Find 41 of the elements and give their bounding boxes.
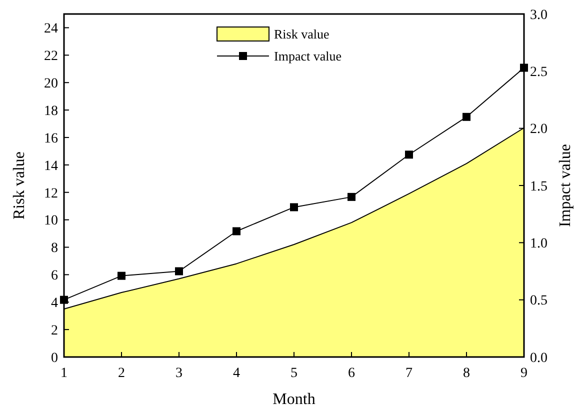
y2-tick-label: 2.0	[530, 122, 548, 138]
y-tick-label: 0	[51, 350, 58, 366]
y-tick-label: 22	[44, 49, 58, 64]
y-tick-label: 24	[44, 22, 58, 37]
x-tick-label: 7	[406, 366, 412, 381]
y2-tick-label: 3.0	[530, 8, 548, 23]
point	[348, 192, 356, 201]
x-tick-label: 8	[463, 366, 470, 381]
x-tick-label: 5	[290, 366, 298, 381]
y-tick-label: 6	[51, 268, 58, 284]
point	[405, 150, 413, 159]
y2-tick-label: 2.5	[530, 65, 548, 80]
y-tick-label: 2	[51, 323, 58, 338]
y-tick-label: 4	[51, 296, 58, 312]
point	[462, 112, 470, 121]
y2-tick-label: 0.0	[530, 350, 548, 366]
y-tick-label: 16	[44, 131, 58, 146]
x-tick-label: 3	[176, 366, 182, 381]
x-tick-label: 4	[233, 366, 240, 381]
x-tick-label: 1	[60, 366, 68, 381]
point	[118, 272, 126, 280]
y-tick-label: 18	[44, 104, 58, 119]
y-tick-label: 10	[44, 214, 58, 229]
point	[290, 203, 298, 212]
legend-label: Impact value	[274, 48, 342, 64]
y-tick-label: 12	[44, 186, 58, 202]
x-tick-label: 9	[520, 366, 528, 381]
y2-tick-label: 1.5	[530, 179, 548, 194]
x-tick-label: 2	[118, 366, 125, 381]
y-tick-label: 8	[51, 241, 58, 256]
point	[232, 227, 240, 236]
x-axis-title: Month	[272, 391, 316, 408]
point	[175, 267, 183, 276]
y-tick-label: 14	[44, 158, 58, 174]
y-axis-title: Risk value	[11, 152, 28, 220]
y2-tick-label: 0.5	[530, 294, 548, 309]
y2-tick-label: 1.0	[530, 236, 548, 252]
y2-axis-title: Impact value	[557, 144, 574, 228]
legend-label: Risk value	[274, 26, 330, 42]
y-tick-label: 20	[44, 76, 58, 92]
x-tick-label: 6	[348, 366, 355, 381]
